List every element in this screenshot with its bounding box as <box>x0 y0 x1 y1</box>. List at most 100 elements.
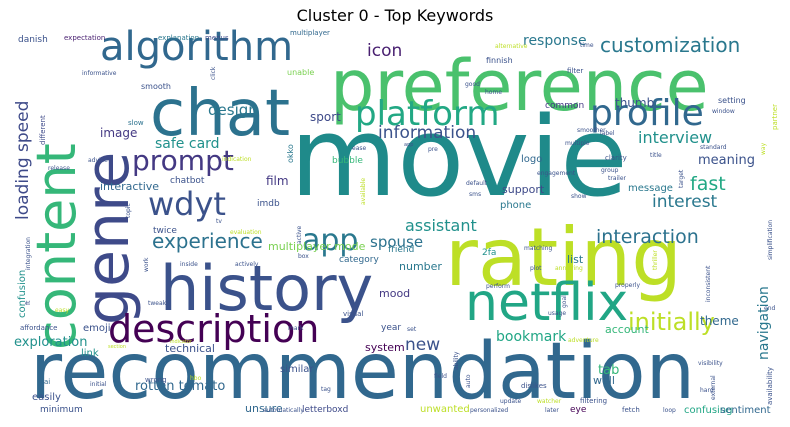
word-response: response <box>523 33 587 49</box>
word-release: release <box>48 165 70 172</box>
word-way: way <box>760 142 767 155</box>
word-safe-card: safe card <box>155 136 220 152</box>
word-set: set <box>407 326 417 333</box>
word-annoying: annoying <box>555 265 583 272</box>
word-watcher: watcher <box>537 398 562 405</box>
word-goal: goal <box>561 295 568 308</box>
word-engagement: engagement <box>537 170 576 177</box>
word-rotten-tomato: rotten tomato <box>135 379 225 394</box>
word-bubble: bubble <box>332 156 363 166</box>
word-link: link <box>81 348 99 359</box>
word-unsure: unsure <box>245 402 283 415</box>
word-easy: easy <box>55 307 69 314</box>
word-loop: loop <box>663 407 676 414</box>
word-external: external <box>710 375 717 400</box>
word-menus: menus <box>205 34 229 42</box>
word-update: update <box>500 398 521 405</box>
word-hard: hard <box>700 387 714 394</box>
word-wrong: wrong <box>145 376 167 384</box>
word-emoji: emoji <box>83 323 111 334</box>
word-cloud-words: movie recommendation rating preference histo… <box>13 24 779 417</box>
word-account: account <box>605 323 650 336</box>
word-fast: fast <box>690 173 726 195</box>
word-interview: interview <box>638 128 712 147</box>
word-inconsistent: inconsistent <box>705 265 712 302</box>
word-content: content <box>25 143 88 350</box>
word-preference: preference <box>330 45 709 127</box>
word-customization: customization <box>600 33 740 57</box>
word-click: click <box>210 66 217 80</box>
word-advice: advice <box>88 157 108 164</box>
word-interest: interest <box>652 192 718 212</box>
word-window: window <box>712 108 735 115</box>
word-title: title <box>650 152 662 159</box>
word-new: new <box>405 335 440 355</box>
word-eye: eye <box>570 405 587 415</box>
word-tag: tag <box>321 386 331 393</box>
word-expectation: expectation <box>64 34 105 42</box>
word-thriller: thriller <box>652 250 659 270</box>
word-explanation: explanation <box>158 34 199 42</box>
word-availability: availability <box>766 367 774 405</box>
word-trailer: trailer <box>608 175 627 182</box>
word-evaluation: evaluation <box>230 229 262 236</box>
word-confusing: confusing <box>684 405 733 416</box>
word-tv: tv <box>216 218 222 225</box>
word-multiplayer-mode: multiplayer mode <box>268 240 366 253</box>
word-danish: danish <box>18 35 48 45</box>
word-adventure: adventure <box>568 337 599 344</box>
word-actively: actively <box>235 261 259 268</box>
word-information: information <box>378 123 476 143</box>
word-ability: ability <box>453 351 460 370</box>
word-app: app <box>302 223 358 258</box>
word-design: design <box>208 101 258 119</box>
word-experience: experience <box>152 229 263 253</box>
plot-area <box>10 30 780 420</box>
word-affordance: affordance <box>20 324 57 332</box>
word-initial: initial <box>90 381 107 388</box>
word-message: message <box>628 183 673 194</box>
word-unable: unable <box>287 68 314 77</box>
word-unwanted: unwanted <box>420 404 470 415</box>
word-multiple: multiple <box>565 140 590 147</box>
word-later: later <box>545 407 559 414</box>
word-interactive: interactive <box>100 180 159 193</box>
word-movie: movie <box>290 93 628 221</box>
word-matching: matching <box>524 245 552 252</box>
word-personalized: personalized <box>470 407 508 414</box>
word-twice: twice <box>153 226 177 236</box>
word-standard: standard <box>700 144 727 151</box>
word-description: description <box>108 307 319 351</box>
word-field: field <box>434 373 447 380</box>
word-properly: properly <box>615 282 640 289</box>
word-active: active <box>296 225 303 244</box>
word-confusion: confusion <box>17 270 28 318</box>
word-ft: ft <box>25 300 32 305</box>
word-auto: auto <box>465 374 472 388</box>
word-label: label <box>600 130 615 137</box>
word-minimum: minimum <box>40 405 83 415</box>
word-informative: informative <box>82 70 117 77</box>
word-netflix: netflix <box>465 273 628 333</box>
word-platform: platform <box>355 94 499 134</box>
word-similar: similar <box>280 364 314 375</box>
word-partner: partner <box>771 104 779 130</box>
word-clarity: clarity <box>605 154 627 162</box>
word-meaning: meaning <box>698 153 755 168</box>
word-home: home <box>485 89 502 96</box>
word-chatbot: chatbot <box>170 176 205 186</box>
word-year: year <box>381 323 401 333</box>
word-navigation: navigation <box>756 286 772 360</box>
word-support: support <box>502 183 545 196</box>
word-tab: tab <box>598 363 619 378</box>
word-app: app <box>404 142 413 148</box>
word-phone: phone <box>500 200 531 211</box>
word-well: well <box>593 374 615 387</box>
word-perform: perform <box>486 283 510 290</box>
word-easily: easily <box>32 392 61 403</box>
word-sentiment: sentiment <box>720 405 771 416</box>
word-image: image <box>100 126 137 140</box>
word-sms: sms <box>469 191 481 198</box>
word-setting: setting <box>718 96 746 105</box>
word-group: group <box>601 167 619 174</box>
